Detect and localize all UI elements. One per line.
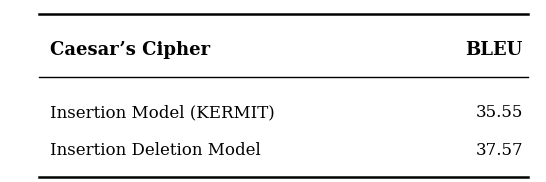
- Text: BLEU: BLEU: [466, 41, 523, 59]
- Text: Insertion Model (KERMIT): Insertion Model (KERMIT): [50, 104, 275, 121]
- Text: Insertion Deletion Model: Insertion Deletion Model: [50, 142, 261, 159]
- Text: 37.57: 37.57: [475, 142, 523, 159]
- Text: Caesar’s Cipher: Caesar’s Cipher: [50, 41, 210, 59]
- Text: 35.55: 35.55: [476, 104, 523, 121]
